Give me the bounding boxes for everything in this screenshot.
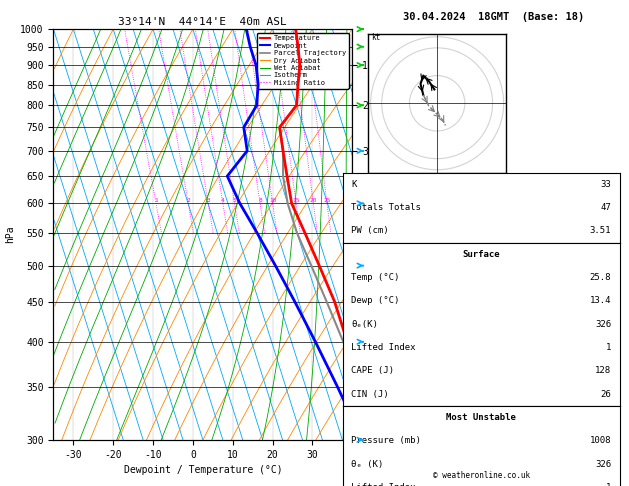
Text: 326: 326 bbox=[595, 460, 611, 469]
Text: Pressure (mb): Pressure (mb) bbox=[351, 436, 421, 445]
Text: 10: 10 bbox=[269, 198, 276, 204]
Text: Most Unstable: Most Unstable bbox=[446, 413, 516, 422]
Title: 33°14'N  44°14'E  40m ASL: 33°14'N 44°14'E 40m ASL bbox=[118, 17, 287, 27]
Text: θₑ (K): θₑ (K) bbox=[351, 460, 383, 469]
Text: 25: 25 bbox=[323, 198, 331, 204]
Text: 30.04.2024  18GMT  (Base: 18): 30.04.2024 18GMT (Base: 18) bbox=[403, 12, 584, 22]
Text: Dewp (°C): Dewp (°C) bbox=[351, 296, 399, 305]
Text: 1: 1 bbox=[154, 198, 158, 204]
Text: kt: kt bbox=[370, 33, 380, 42]
Text: K: K bbox=[351, 180, 357, 189]
Text: 326: 326 bbox=[595, 320, 611, 329]
Text: 5: 5 bbox=[233, 198, 237, 204]
Text: 1: 1 bbox=[606, 343, 611, 352]
Text: Surface: Surface bbox=[462, 250, 500, 259]
Text: 1: 1 bbox=[606, 483, 611, 486]
Text: CIN (J): CIN (J) bbox=[351, 390, 389, 399]
Text: 26: 26 bbox=[601, 390, 611, 399]
Text: LCL: LCL bbox=[335, 74, 350, 83]
Text: Totals Totals: Totals Totals bbox=[351, 203, 421, 212]
Text: PW (cm): PW (cm) bbox=[351, 226, 389, 235]
Text: 33: 33 bbox=[601, 180, 611, 189]
Text: © weatheronline.co.uk: © weatheronline.co.uk bbox=[433, 471, 530, 480]
Text: CAPE (J): CAPE (J) bbox=[351, 366, 394, 375]
Text: Lifted Index: Lifted Index bbox=[351, 343, 416, 352]
Text: 3.51: 3.51 bbox=[590, 226, 611, 235]
Text: 4: 4 bbox=[221, 198, 225, 204]
Text: 8: 8 bbox=[259, 198, 262, 204]
Y-axis label: hPa: hPa bbox=[4, 226, 14, 243]
Y-axis label: km
ASL: km ASL bbox=[377, 215, 392, 235]
Text: 128: 128 bbox=[595, 366, 611, 375]
Legend: Temperature, Dewpoint, Parcel Trajectory, Dry Adiabat, Wet Adiabat, Isotherm, Mi: Temperature, Dewpoint, Parcel Trajectory… bbox=[257, 33, 348, 88]
Text: 2: 2 bbox=[186, 198, 190, 204]
Text: 20: 20 bbox=[309, 198, 317, 204]
Text: θₑ(K): θₑ(K) bbox=[351, 320, 378, 329]
Text: 25.8: 25.8 bbox=[590, 273, 611, 282]
Text: 47: 47 bbox=[601, 203, 611, 212]
Text: Lifted Index: Lifted Index bbox=[351, 483, 416, 486]
Text: Temp (°C): Temp (°C) bbox=[351, 273, 399, 282]
Text: 1008: 1008 bbox=[590, 436, 611, 445]
Text: 13.4: 13.4 bbox=[590, 296, 611, 305]
Text: 3: 3 bbox=[206, 198, 210, 204]
X-axis label: Dewpoint / Temperature (°C): Dewpoint / Temperature (°C) bbox=[123, 465, 282, 475]
Text: 15: 15 bbox=[292, 198, 300, 204]
